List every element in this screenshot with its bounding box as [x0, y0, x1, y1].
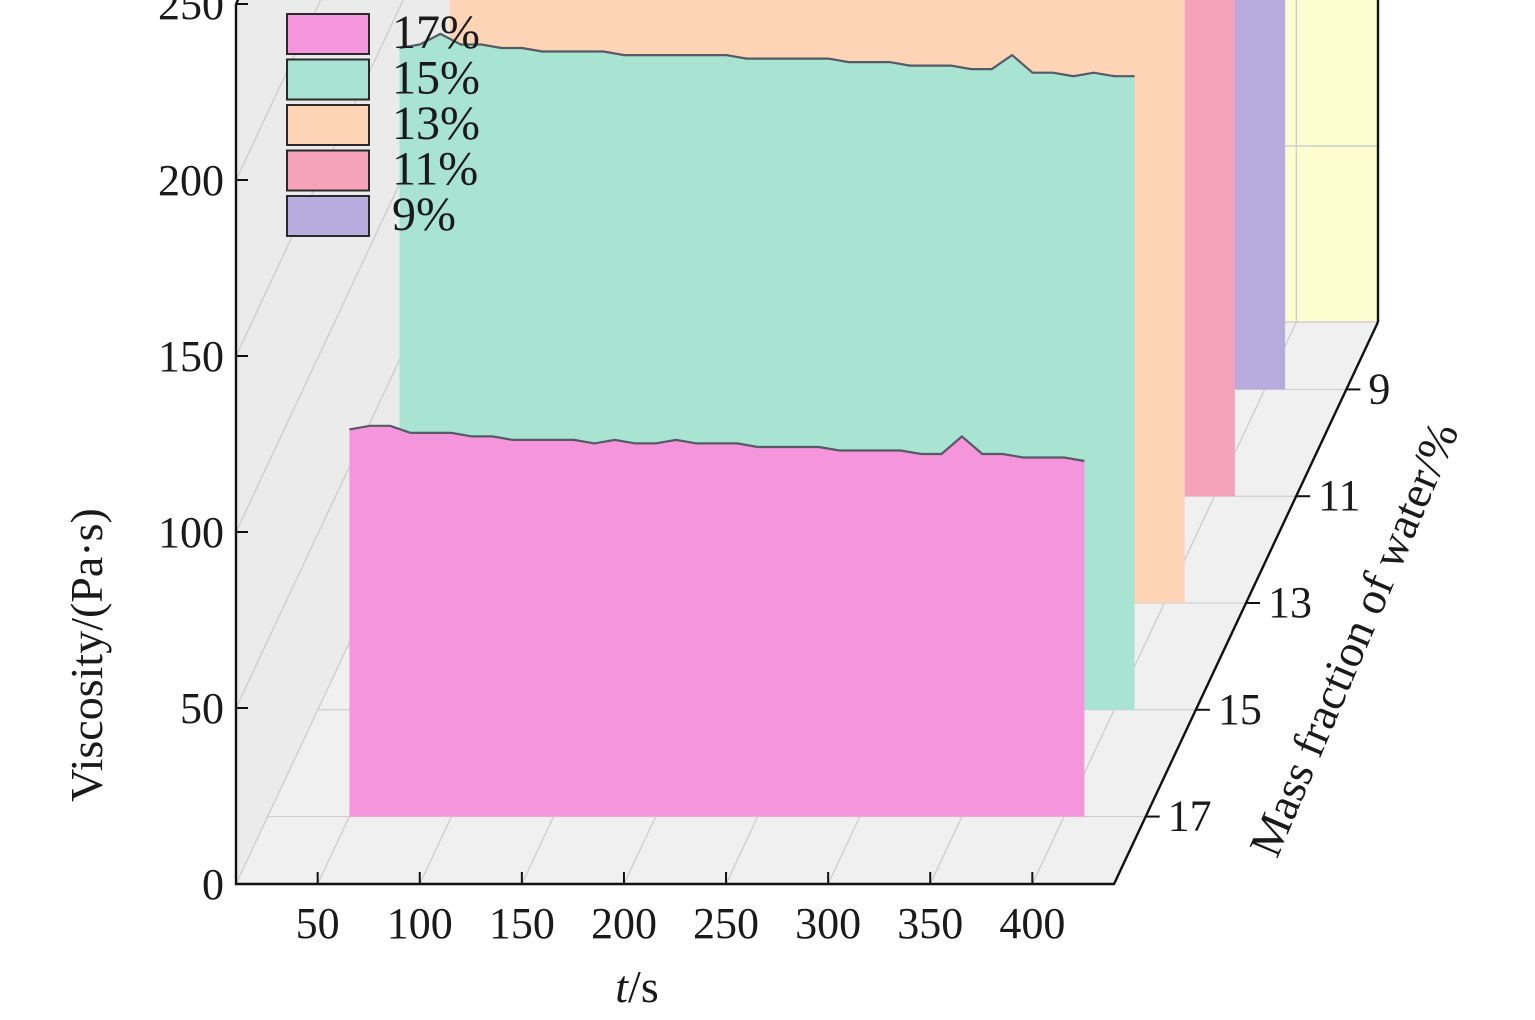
y-tick-label: 50	[180, 684, 224, 733]
x-tick-label: 300	[795, 899, 861, 948]
series-line-15	[399, 32, 1135, 78]
legend-label: 11%	[392, 143, 478, 196]
chart-tick-labels: 50 100 150 200 250 300 350 400 0 50 100 150 200 250 9 1…	[158, 0, 1390, 948]
axes-frame-back	[1376, 0, 1380, 322]
z-tick-label: 15	[1218, 685, 1262, 734]
x-axis-label: t/s	[615, 961, 658, 1012]
x-axis-label-italic: t	[615, 961, 629, 1012]
z-tick-label: 13	[1268, 578, 1312, 627]
y-tick-label: 200	[158, 156, 224, 205]
y-axis-label: Viscosity/(Pa·s)	[61, 508, 112, 802]
legend-swatch	[286, 104, 370, 146]
legend-swatch	[286, 195, 370, 237]
x-tick-label: 250	[693, 899, 759, 948]
y-tick-label: 100	[158, 508, 224, 557]
legend-label: 17%	[392, 6, 480, 59]
z-tick-label: 17	[1168, 792, 1212, 841]
legend-swatch	[286, 13, 370, 55]
chart-series-areas	[349, 0, 1286, 817]
y-tick-label: 150	[158, 332, 224, 381]
x-tick-label: 100	[387, 899, 453, 948]
legend-swatch	[286, 58, 370, 101]
legend-label: 15%	[392, 52, 480, 105]
series-area-17	[349, 425, 1085, 817]
x-tick-label: 400	[999, 899, 1065, 948]
x-tick-label: 200	[591, 899, 657, 948]
legend-swatch	[286, 149, 370, 192]
x-tick-label: 150	[489, 899, 555, 948]
y-tick-label: 250	[158, 0, 224, 29]
legend: 17%15%13%11%9%	[286, 6, 480, 241]
z-tick-label: 9	[1368, 364, 1390, 413]
x-axis-label-unit: /s	[628, 961, 659, 1012]
left-gridline-y	[235, 0, 322, 181]
series-line-17	[349, 424, 1085, 463]
legend-label: 13%	[392, 97, 480, 150]
y-tick-label: 0	[202, 860, 224, 909]
x-tick-label: 50	[296, 899, 340, 948]
x-tick-label: 350	[897, 899, 963, 948]
z-tick-label: 11	[1318, 471, 1360, 520]
legend-label: 9%	[392, 188, 456, 241]
